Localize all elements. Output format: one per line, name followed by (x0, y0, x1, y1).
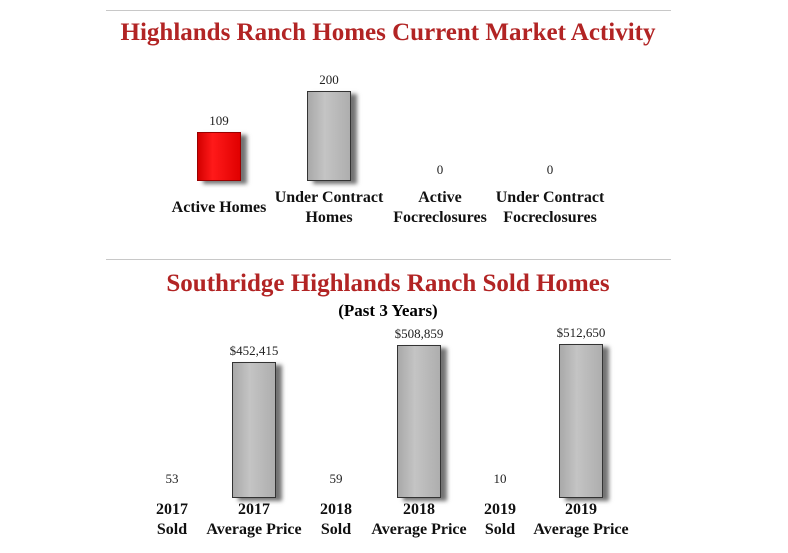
category-label: 2017 Sold (102, 500, 242, 540)
bar (559, 344, 603, 498)
category-label-line: Sold (156, 521, 188, 538)
bar (232, 362, 276, 498)
category-label-line: Active (418, 189, 462, 206)
category-label-line: 2017 (238, 501, 270, 518)
category-label: 2019 Average Price (511, 500, 651, 540)
category-label-line: Under Contract (274, 189, 384, 206)
category-label: 2019 Sold (430, 500, 570, 540)
category-label-line: Focreclosures (503, 209, 597, 226)
bar-value-label: 59 (329, 471, 343, 486)
category-label-line: Average Price (371, 521, 467, 538)
category-label-line: Homes (305, 209, 353, 226)
bar-value-label: 0 (436, 162, 444, 177)
category-label-line: Average Price (533, 521, 629, 538)
sold-homes-subtitle: (Past 3 Years) (338, 301, 438, 320)
category-label-line: 2019 (565, 501, 597, 518)
category-label-line: 2018 (320, 501, 352, 518)
category-label: Under Contract Focreclosures (480, 188, 620, 228)
bar-value-label: 200 (319, 72, 339, 87)
sold-homes-title: Southridge Highlands Ranch Sold Homes (166, 270, 610, 297)
category-label-line: 2018 (403, 501, 435, 518)
category-label-line: 2019 (484, 501, 516, 518)
market-activity-title: Highlands Ranch Homes Current Market Act… (120, 19, 656, 46)
category-label: 2018 Average Price (349, 500, 489, 540)
bar (397, 345, 441, 498)
category-label: Active Homes (149, 198, 289, 218)
category-label-line: Sold (484, 521, 516, 538)
category-label-line: Average Price (206, 521, 302, 538)
bar (197, 132, 241, 181)
bar-value-label: 0 (546, 162, 554, 177)
category-label-line: 2017 (156, 501, 188, 518)
category-label: Under Contract Homes (259, 188, 399, 228)
bar-value-label: $512,650 (556, 325, 606, 340)
category-label-line: Active Homes (171, 199, 267, 216)
bar-value-label: 109 (209, 113, 229, 128)
category-label: 2017 Average Price (184, 500, 324, 540)
top-divider (106, 10, 671, 11)
section-divider (106, 259, 671, 260)
category-label-line: Focreclosures (393, 209, 487, 226)
category-label: Active Focreclosures (370, 188, 510, 228)
category-label: 2018 Sold (266, 500, 406, 540)
category-label-line: Sold (320, 521, 352, 538)
category-label-line: Under Contract (495, 189, 605, 206)
bar (307, 91, 351, 181)
bar-value-label: $452,415 (229, 343, 279, 358)
bar-value-label: $508,859 (394, 326, 444, 341)
bar-value-label: 10 (493, 471, 507, 486)
bar-value-label: 53 (165, 471, 179, 486)
